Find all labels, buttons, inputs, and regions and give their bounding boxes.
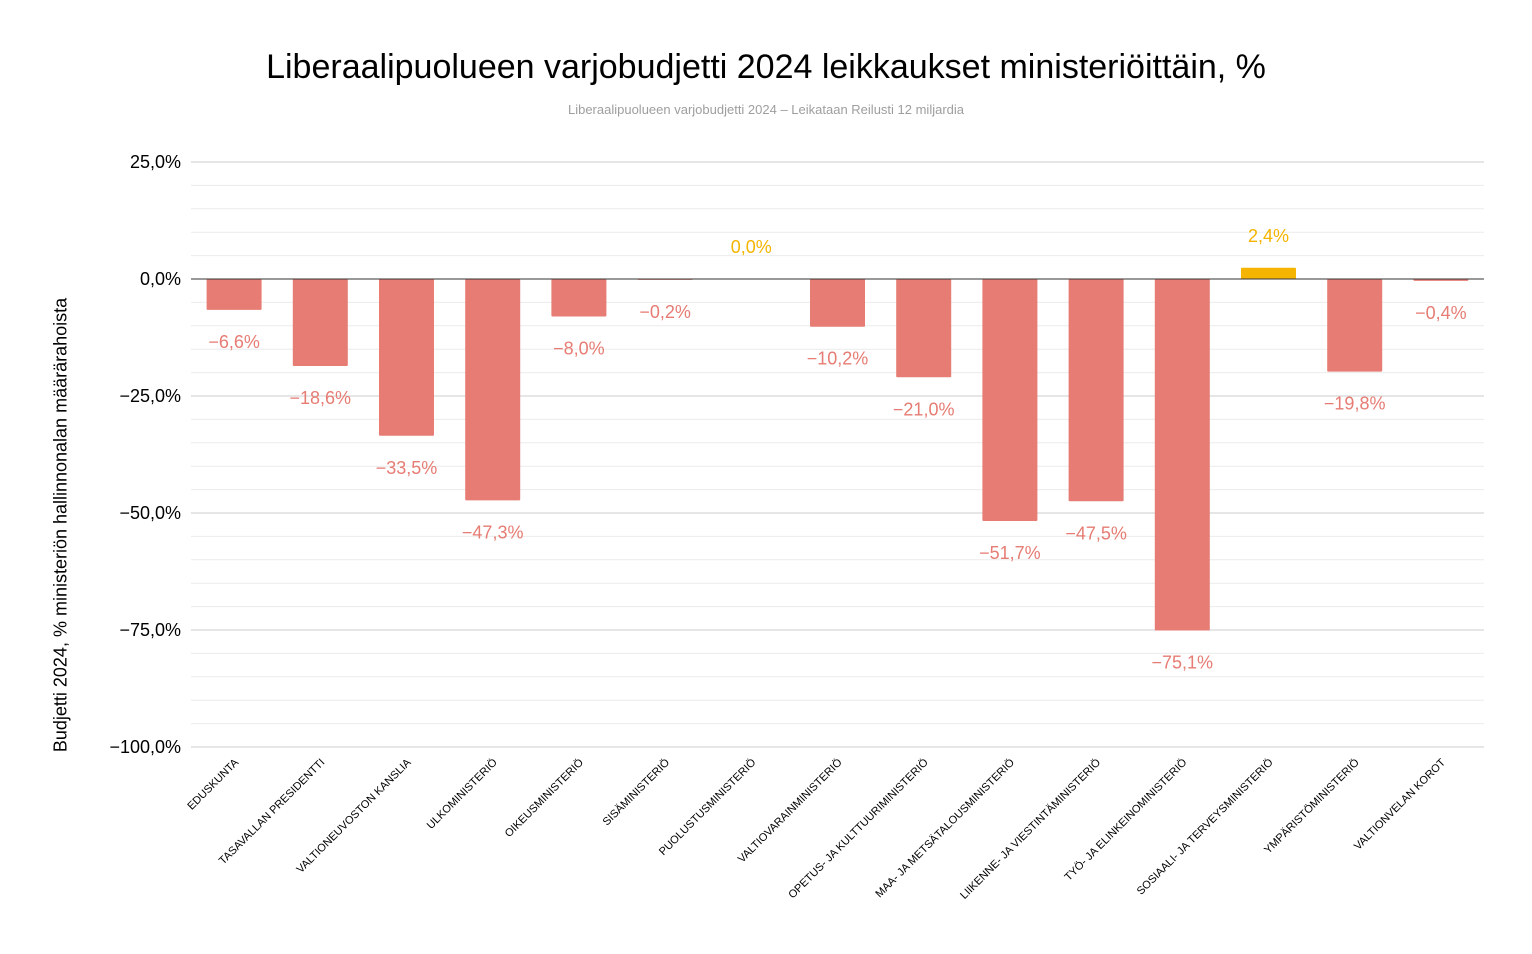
- data-label: 2,4%: [1248, 226, 1289, 246]
- data-label: −0,2%: [639, 302, 691, 322]
- data-label: −47,5%: [1065, 523, 1127, 543]
- data-label: −0,4%: [1415, 303, 1467, 323]
- x-tick-label: ULKOMINISTERIÖ: [425, 756, 500, 831]
- x-tick-label: SISÄMINISTERIÖ: [601, 756, 673, 828]
- bar: [206, 279, 262, 310]
- bar: [1327, 279, 1383, 372]
- x-tick-label: EDUSKUNTA: [185, 756, 241, 812]
- bar: [810, 279, 865, 327]
- bar: [292, 279, 348, 367]
- x-tick-label: YMPÄRISTÖMINISTERIÖ: [1262, 756, 1362, 856]
- bar: [465, 279, 521, 501]
- data-label: −51,7%: [979, 543, 1041, 563]
- x-tick-label: MAA- JA METSÄTALOUSMINISTERIÖ: [873, 756, 1017, 900]
- bar: [982, 279, 1038, 521]
- bar: [1154, 279, 1210, 631]
- bar: [896, 279, 952, 378]
- data-label: −21,0%: [893, 399, 955, 419]
- x-tick-label: OPETUS- JA KULTTUURIMINISTERIÖ: [786, 756, 931, 901]
- data-label: −33,5%: [376, 458, 438, 478]
- y-tick-label: 25,0%: [130, 152, 181, 172]
- data-label: −18,6%: [290, 388, 352, 408]
- data-label: −8,0%: [553, 338, 605, 358]
- data-label: −19,8%: [1324, 394, 1386, 414]
- x-tick-label: VALTIONVELAN KOROT: [1352, 756, 1448, 852]
- x-tick-label: PUOLUSTUSMINISTERIÖ: [657, 756, 759, 858]
- data-label: −10,2%: [807, 349, 869, 369]
- y-tick-label: −75,0%: [119, 620, 181, 640]
- data-label: 0,0%: [731, 237, 772, 257]
- y-tick-label: −25,0%: [119, 386, 181, 406]
- data-label: −47,3%: [462, 522, 524, 542]
- bar: [379, 279, 434, 436]
- chart-subtitle: Liberaalipuolueen varjobudjetti 2024 – L…: [567, 102, 965, 117]
- data-label: −75,1%: [1152, 652, 1214, 672]
- bar: [1241, 267, 1296, 279]
- bar: [551, 279, 607, 317]
- y-tick-label: −50,0%: [119, 503, 181, 523]
- chart-title: Liberaalipuolueen varjobudjetti 2024 lei…: [266, 48, 1266, 86]
- data-label: −6,6%: [208, 332, 260, 352]
- y-tick-label: 0,0%: [140, 269, 181, 289]
- x-tick-label: LIIKENNE- JA VIESTINTÄMINISTERIÖ: [958, 756, 1103, 901]
- y-tick-label: −100,0%: [109, 737, 181, 757]
- x-tick-label: OIKEUSMINISTERIÖ: [503, 756, 587, 840]
- bar: [1068, 279, 1124, 502]
- x-tick-label: SOSIAALI- JA TERVEYSMINISTERIÖ: [1135, 756, 1276, 897]
